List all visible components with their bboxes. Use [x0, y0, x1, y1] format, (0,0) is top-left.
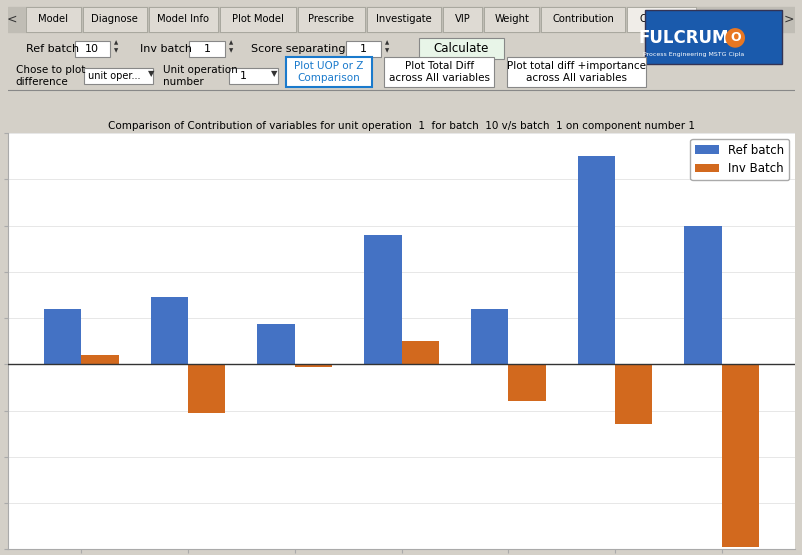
Text: Model: Model — [38, 14, 68, 24]
FancyBboxPatch shape — [484, 7, 538, 32]
Text: Score separating: Score separating — [251, 44, 345, 54]
Bar — [44, 309, 81, 364]
Text: Inv batch: Inv batch — [140, 44, 192, 54]
Text: Plot total diff +importance
across All variables: Plot total diff +importance across All v… — [506, 62, 645, 83]
Bar — [346, 41, 381, 57]
Text: ▼: ▼ — [385, 49, 389, 54]
Text: Compare: Compare — [638, 14, 683, 24]
FancyBboxPatch shape — [26, 7, 80, 32]
Text: Plot UOP or Z
Comparison: Plot UOP or Z Comparison — [294, 62, 363, 83]
FancyBboxPatch shape — [298, 7, 364, 32]
Bar — [151, 297, 188, 364]
Text: ▼: ▼ — [148, 69, 155, 78]
Bar — [721, 364, 758, 547]
Text: Ref batch: Ref batch — [26, 44, 79, 54]
Circle shape — [724, 28, 744, 48]
Bar — [257, 324, 294, 364]
Legend: Ref batch, Inv Batch: Ref batch, Inv Batch — [690, 139, 788, 180]
Bar — [363, 235, 401, 364]
Text: FULCRUM: FULCRUM — [638, 29, 728, 47]
Text: <: < — [6, 13, 17, 26]
Bar — [75, 41, 110, 57]
Bar — [189, 41, 225, 57]
Text: ▲: ▲ — [229, 41, 233, 46]
Text: Unit operation
number: Unit operation number — [163, 65, 237, 87]
Text: ▲: ▲ — [385, 41, 389, 46]
Text: Contribution: Contribution — [552, 14, 614, 24]
Text: Prescribe: Prescribe — [308, 14, 354, 24]
Text: Diagnose: Diagnose — [91, 14, 138, 24]
Text: Model Info: Model Info — [157, 14, 209, 24]
FancyBboxPatch shape — [384, 58, 493, 87]
FancyBboxPatch shape — [149, 7, 217, 32]
Bar — [401, 341, 439, 364]
Text: Plot Model: Plot Model — [232, 14, 284, 24]
Text: 1: 1 — [240, 71, 246, 81]
Text: ▲: ▲ — [114, 41, 118, 46]
FancyBboxPatch shape — [83, 7, 147, 32]
Bar — [8, 7, 794, 32]
Text: Calculate: Calculate — [432, 42, 488, 55]
FancyBboxPatch shape — [418, 38, 504, 59]
Text: Chose to plot
difference: Chose to plot difference — [16, 65, 85, 87]
Title: Comparison of Contribution of variables for unit operation  1  for batch  10 v/s: Comparison of Contribution of variables … — [107, 121, 695, 131]
Text: 1: 1 — [203, 44, 210, 54]
Bar — [84, 68, 153, 84]
Bar — [470, 309, 508, 364]
Text: 1: 1 — [360, 44, 367, 54]
Text: Weight: Weight — [494, 14, 529, 24]
Text: 10: 10 — [85, 44, 99, 54]
FancyBboxPatch shape — [220, 7, 296, 32]
FancyBboxPatch shape — [506, 58, 645, 87]
Bar — [683, 225, 721, 364]
Bar — [508, 364, 545, 401]
Text: O: O — [729, 32, 739, 44]
Text: Process Engineering MSTG Cipla: Process Engineering MSTG Cipla — [642, 52, 743, 57]
FancyBboxPatch shape — [286, 58, 371, 87]
FancyBboxPatch shape — [443, 7, 482, 32]
Text: Investigate: Investigate — [375, 14, 431, 24]
Bar — [644, 11, 781, 64]
FancyBboxPatch shape — [541, 7, 625, 32]
FancyBboxPatch shape — [626, 7, 695, 32]
Text: unit oper...: unit oper... — [87, 71, 140, 81]
Text: >: > — [783, 13, 793, 26]
Text: Plot Total Diff
across All variables: Plot Total Diff across All variables — [388, 62, 489, 83]
Bar — [188, 364, 225, 413]
FancyBboxPatch shape — [367, 7, 440, 32]
Bar — [81, 355, 119, 364]
Text: ▼: ▼ — [114, 49, 118, 54]
Bar — [577, 156, 614, 364]
Text: ▼: ▼ — [229, 49, 233, 54]
Bar — [229, 68, 277, 84]
Bar — [294, 364, 332, 367]
Text: ▼: ▼ — [270, 69, 277, 78]
Text: VIP: VIP — [454, 14, 470, 24]
Bar — [614, 364, 651, 425]
